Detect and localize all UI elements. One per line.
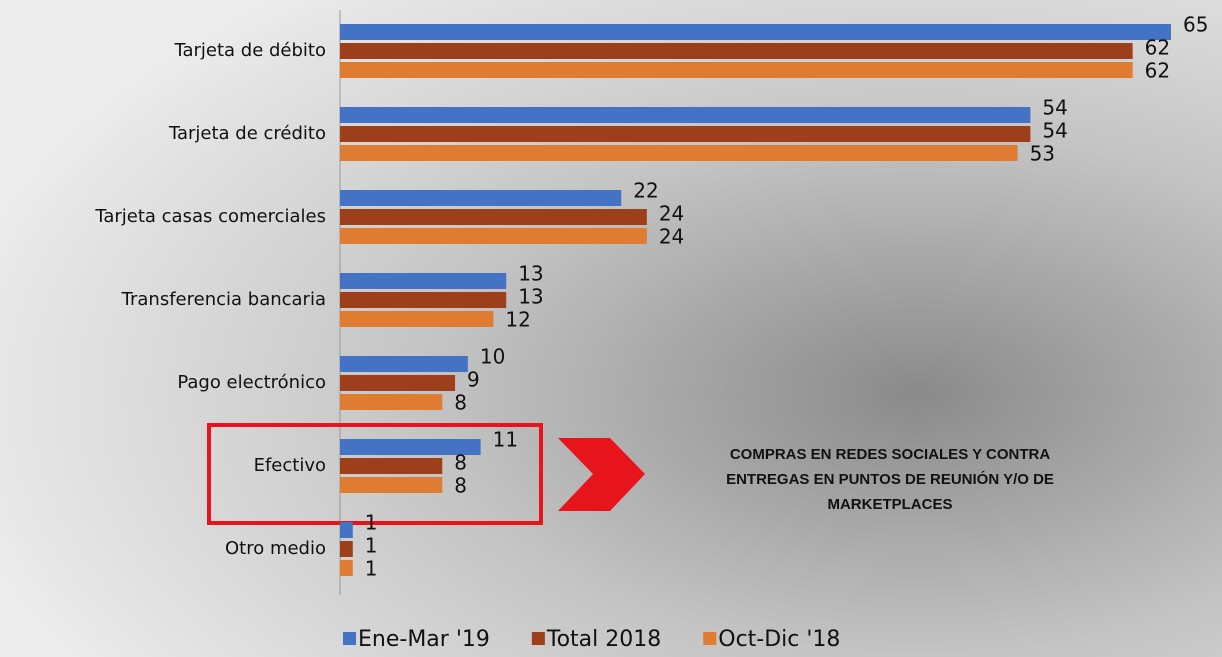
legend-label: Total 2018: [546, 627, 661, 652]
value-label: 53: [1030, 142, 1055, 166]
value-label: 1: [365, 511, 378, 535]
annotation: MARKETPLACES: [827, 496, 952, 513]
bar: [340, 458, 443, 474]
bar: [340, 43, 1133, 59]
bar: [340, 394, 443, 410]
bar: [340, 439, 481, 455]
y-tick-label: Pago electrónico: [177, 372, 326, 393]
bar: [340, 126, 1031, 142]
value-label: 13: [518, 285, 543, 309]
value-label: 54: [1042, 119, 1067, 143]
bar: [340, 560, 353, 576]
value-label: 11: [493, 428, 518, 452]
value-label: 10: [480, 345, 505, 369]
value-label: 9: [467, 368, 480, 392]
value-label: 22: [633, 179, 658, 203]
value-label: 24: [659, 225, 684, 249]
value-label: 65: [1183, 13, 1208, 37]
bar: [340, 190, 622, 206]
value-label: 8: [454, 474, 467, 498]
y-tick-label: Tarjeta casas comerciales: [94, 206, 326, 227]
y-tick-label: Tarjeta de crédito: [168, 123, 326, 144]
bar: [340, 541, 353, 557]
legend-swatch: [703, 632, 717, 645]
y-tick-label: Otro medio: [225, 538, 326, 559]
bar: [340, 145, 1018, 161]
y-tick-label: Tarjeta de débito: [173, 40, 326, 61]
value-label: 8: [454, 391, 467, 415]
value-label: 13: [518, 262, 543, 286]
value-label: 62: [1145, 36, 1170, 60]
bar: [340, 273, 507, 289]
bar: [340, 107, 1031, 123]
legend-label: Oct-Dic '18: [718, 627, 840, 652]
bar: [340, 477, 443, 493]
legend-label: Ene-Mar '19: [358, 627, 490, 652]
value-label: 8: [454, 451, 467, 475]
value-label: 54: [1042, 96, 1067, 120]
value-label: 12: [505, 308, 530, 332]
bar: [340, 62, 1133, 78]
bar: [340, 24, 1171, 40]
highlight-box: [207, 423, 543, 525]
bar: [340, 375, 456, 391]
bar: [340, 292, 507, 308]
value-label: 1: [365, 534, 378, 558]
y-tick-label: Efectivo: [254, 455, 326, 476]
arrow: [558, 438, 645, 511]
bar: [340, 522, 353, 538]
value-label: 24: [659, 202, 684, 226]
value-label: 62: [1145, 59, 1170, 83]
annotation: ENTREGAS EN PUNTOS DE REUNIÓN Y/O DE: [726, 470, 1054, 488]
legend-swatch: [343, 632, 356, 645]
annotation: COMPRAS EN REDES SOCIALES Y CONTRA: [730, 446, 1050, 463]
value-label: 1: [365, 557, 378, 581]
bar: [340, 228, 647, 244]
bar: [340, 209, 647, 225]
bar: [340, 356, 468, 372]
bar: [340, 311, 494, 327]
legend-swatch: [531, 632, 545, 645]
y-tick-label: Transferencia bancaria: [121, 289, 326, 310]
